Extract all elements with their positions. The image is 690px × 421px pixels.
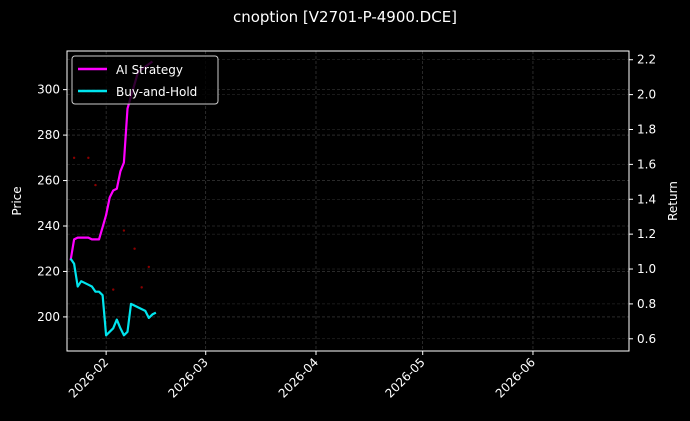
right-tick-label: 1.0 xyxy=(637,262,656,276)
x-tick-label: 2026-02 xyxy=(66,355,111,400)
legend-label-buy-and-hold: Buy-and-Hold xyxy=(116,85,197,99)
left-tick-label: 300 xyxy=(37,83,60,97)
right-tick-label: 1.2 xyxy=(637,227,656,241)
plot-frame xyxy=(66,50,630,352)
legend: AI Strategy Buy-and-Hold xyxy=(71,55,219,105)
left-tick-label: 220 xyxy=(37,264,60,278)
trade-markers xyxy=(72,156,151,291)
legend-box xyxy=(71,55,219,105)
trade-marker xyxy=(72,156,76,160)
right-tick-label: 1.4 xyxy=(637,192,656,206)
trade-marker xyxy=(87,156,90,160)
left-tick-label: 200 xyxy=(37,310,60,324)
legend-label-ai-strategy: AI Strategy xyxy=(116,63,183,77)
trade-marker xyxy=(147,265,151,269)
chart-title: cnoption [V2701-P-4900.DCE] xyxy=(232,8,458,26)
right-axis-label: Return xyxy=(666,181,680,221)
right-tick-label: 1.6 xyxy=(637,157,656,171)
trade-marker xyxy=(133,247,136,250)
x-tick-label: 2026-04 xyxy=(276,355,321,400)
x-axis: 2026-02 2026-03 2026-04 2026-05 2026-06 xyxy=(66,351,538,401)
trade-marker xyxy=(122,229,126,232)
left-axis-label: Price xyxy=(10,186,24,215)
right-tick-label: 2.2 xyxy=(637,53,656,67)
x-tick-label: 2026-06 xyxy=(493,355,538,400)
right-tick-label: 2.0 xyxy=(637,88,656,102)
series-line-buy-and-hold xyxy=(69,257,157,337)
left-tick-label: 240 xyxy=(37,219,60,233)
left-y-axis: 200 220 240 260 280 300 xyxy=(37,83,67,324)
right-tick-label: 1.8 xyxy=(637,122,656,136)
grid-lines xyxy=(67,51,629,351)
x-tick-label: 2026-03 xyxy=(165,355,210,400)
left-tick-label: 260 xyxy=(37,174,60,188)
right-y-axis: 0.6 0.8 1.0 1.2 1.4 1.6 1.8 2.0 2.2 xyxy=(629,53,656,346)
trade-marker xyxy=(94,183,97,187)
left-tick-label: 280 xyxy=(37,128,60,142)
trade-marker xyxy=(140,286,143,289)
trade-marker xyxy=(112,288,115,291)
x-tick-label: 2026-05 xyxy=(382,355,427,400)
right-tick-label: 0.6 xyxy=(637,332,656,346)
right-tick-label: 0.8 xyxy=(637,297,656,311)
